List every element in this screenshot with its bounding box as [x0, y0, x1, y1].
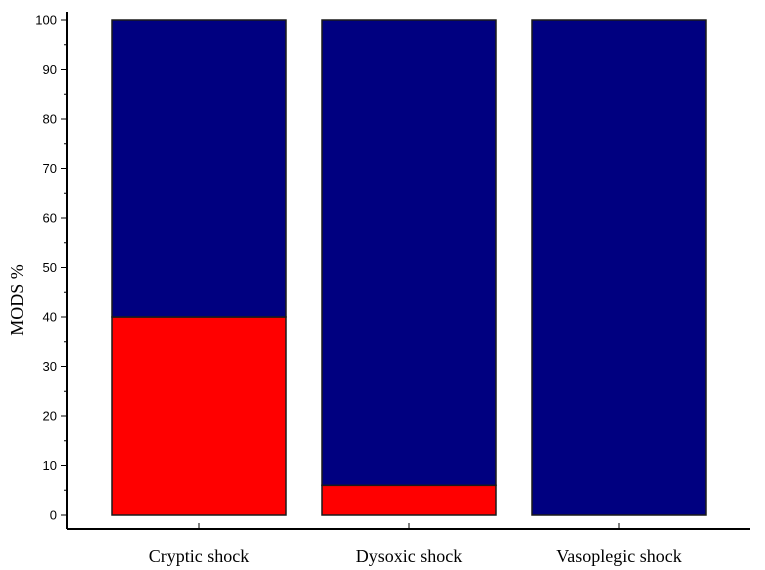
y-tick-label: 90 [43, 62, 57, 77]
bar-segment-navy-3 [531, 19, 707, 516]
x-category-label: Vasoplegic shock [556, 546, 681, 566]
x-category-label: Cryptic shock [149, 546, 250, 566]
bar-segment-red-1 [111, 316, 287, 516]
y-tick-label: 10 [43, 458, 57, 473]
bar-segment-red-2 [321, 484, 497, 516]
y-axis-title: MODS % [7, 264, 27, 336]
y-tick-label: 40 [43, 310, 57, 325]
bar-segment-navy-2 [321, 19, 497, 487]
y-tick-label: 60 [43, 211, 57, 226]
y-tick-label: 50 [43, 260, 57, 275]
bar-segment-navy-1 [111, 19, 287, 318]
y-tick-label: 80 [43, 112, 57, 127]
y-ticks-group: 0 10 20 30 40 50 60 70 80 90 100 [35, 13, 67, 523]
x-categories-group: Cryptic shock Dysoxic shock Vasoplegic sho… [149, 523, 682, 566]
y-tick-label: 100 [35, 13, 57, 28]
y-tick-label: 20 [43, 409, 57, 424]
y-tick-label: 30 [43, 359, 57, 374]
y-tick-label: 70 [43, 161, 57, 176]
x-category-label: Dysoxic shock [356, 546, 463, 566]
bars-group [111, 19, 707, 516]
y-tick-label: 0 [50, 508, 57, 523]
